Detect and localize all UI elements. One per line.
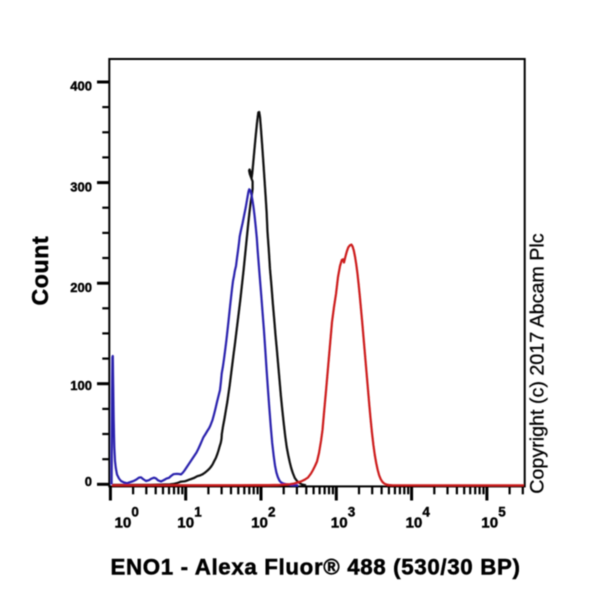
svg-text:ENO1 - Alexa Fluor® 488 (530/3: ENO1 - Alexa Fluor® 488 (530/30 BP) (110, 555, 520, 580)
svg-text:0: 0 (85, 474, 92, 489)
svg-text:Copyright (c) 2017 Abcam Plc: Copyright (c) 2017 Abcam Plc (527, 233, 549, 494)
svg-text:400: 400 (70, 78, 92, 93)
svg-text:200: 200 (70, 280, 92, 295)
svg-text:300: 300 (70, 179, 92, 194)
svg-text:Count: Count (27, 236, 53, 306)
svg-text:100: 100 (70, 378, 92, 393)
